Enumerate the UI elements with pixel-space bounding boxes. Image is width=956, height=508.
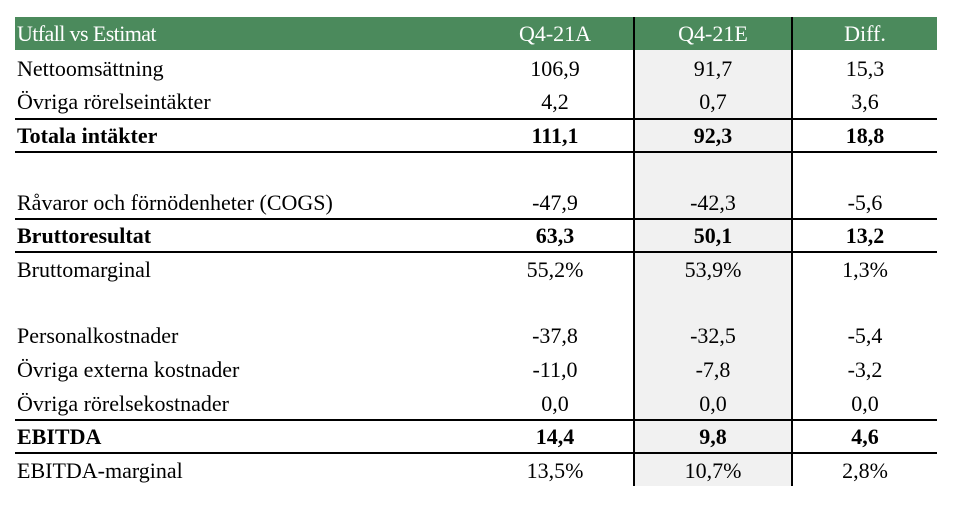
header-actual: Q4-21A [518,21,592,46]
rule-below-gross-profit [15,251,937,253]
estimate-value: -7,8 [695,357,731,382]
estimate-value: 0,7 [699,89,727,114]
header-diff: Diff. [844,21,886,46]
estimate-value: 0,0 [699,391,727,416]
row-label: Råvaror och förnödenheter (COGS) [17,190,333,215]
actual-value: -47,9 [532,190,578,215]
row-label: Personalkostnader [17,323,179,348]
estimate-value: -32,5 [690,323,736,348]
diff-value: -5,6 [847,190,883,215]
actual-value: -37,8 [532,323,578,348]
diff-value: 15,3 [845,56,885,81]
header-estimate: Q4-21E [678,21,748,46]
estimate-value: -42,3 [690,190,736,215]
actual-value: 4,2 [541,89,569,114]
table-row-total: Totala intäkter 111,1 92,3 18,8 [15,119,937,152]
rule-above-gross-profit [15,218,937,220]
table-row-total: EBITDA 14,4 9,8 4,6 [15,420,937,453]
row-label: EBITDA [17,424,102,449]
actual-value: 55,2% [526,257,584,282]
table-header: Utfall vs Estimat Q4-21A Q4-21E Diff. [15,17,937,50]
table-row-total: Bruttoresultat 63,3 50,1 13,2 [15,219,937,252]
actual-value: 111,1 [531,123,579,148]
diff-value: 2,8% [842,458,888,483]
header-label: Utfall vs Estimat [17,21,157,46]
row-label: Bruttoresultat [17,223,152,248]
diff-value: -5,4 [847,323,883,348]
diff-value: 0,0 [851,391,879,416]
table-row: Övriga rörelseintäkter 4,2 0,7 3,6 [15,85,937,118]
row-label: Övriga rörelseintäkter [17,89,211,114]
actual-value: 13,5% [526,458,584,483]
row-label: Bruttomarginal [17,257,152,282]
actual-value: 14,4 [535,424,575,449]
table-row: Bruttomarginal 55,2% 53,9% 1,3% [15,253,937,286]
diff-value: 3,6 [851,89,879,114]
row-label: Nettoomsättning [17,56,164,81]
rule-above-total-revenue [15,118,937,120]
table-row: Övriga externa kostnader -11,0 -7,8 -3,2 [15,353,937,386]
estimate-column-shading [634,33,792,486]
table-row: Personalkostnader -37,8 -32,5 -5,4 [15,319,937,352]
table-row: Nettoomsättning 106,9 91,7 15,3 [15,52,937,85]
row-label: EBITDA-marginal [17,458,183,483]
diff-value: -3,2 [847,357,883,382]
row-label: Totala intäkter [17,123,158,148]
estimate-value: 92,3 [693,123,733,148]
actual-value: 0,0 [541,391,569,416]
actual-value: 63,3 [535,223,575,248]
estimate-value: 10,7% [684,458,742,483]
actual-value: 106,9 [530,56,580,81]
table-row: Övriga rörelsekostnader 0,0 0,0 0,0 [15,387,937,420]
rule-below-ebitda [15,452,937,454]
table-row: Råvaror och förnödenheter (COGS) -47,9 -… [15,186,937,219]
diff-value: 1,3% [842,257,888,282]
actual-value: -11,0 [532,357,578,382]
rule-above-ebitda [15,419,937,421]
diff-value: 18,8 [845,123,885,148]
estimate-value: 91,7 [693,56,733,81]
row-label: Övriga externa kostnader [17,357,240,382]
estimate-value: 50,1 [693,223,733,248]
diff-value: 13,2 [845,223,885,248]
table-row: EBITDA-marginal 13,5% 10,7% 2,8% [15,454,937,487]
rule-below-total-revenue [15,151,937,153]
estimate-value: 9,8 [699,424,727,449]
estimate-value: 53,9% [684,257,742,282]
row-label: Övriga rörelsekostnader [17,391,229,416]
diff-value: 4,6 [851,424,879,449]
